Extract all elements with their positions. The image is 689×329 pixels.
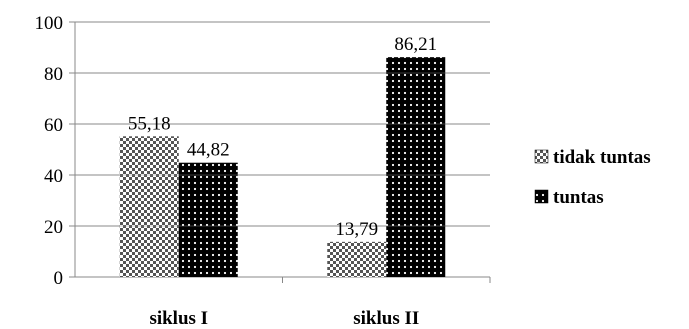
legend: tidak tuntas tuntas [534,147,651,208]
bar-checker-0 [119,136,179,277]
y-tick-label-20: 20 [44,217,63,238]
legend-swatch-checker [534,149,549,164]
legend-label-1: tuntas [553,187,604,208]
y-tick-label-60: 60 [44,115,63,136]
data-label-0-0: 55,18 [128,113,171,134]
bar-dots-1 [386,57,446,277]
y-tick-label-80: 80 [44,64,63,85]
label-layer: 0 20 40 60 80 100 siklus I 55,18 44,82 siklus II 1… [35,13,438,329]
x-category-label-1: siklus II [353,308,419,329]
data-label-1-0: 44,82 [187,140,230,161]
legend-swatch-dots [534,189,549,204]
bar-checker-1 [327,241,387,277]
x-category-label-0: siklus I [149,308,208,329]
y-tick-label-0: 0 [54,268,64,289]
y-tick-label-40: 40 [44,166,63,187]
bar-dots-0 [178,162,238,277]
data-label-1-1: 86,21 [394,34,437,55]
bar-layer [75,21,490,277]
legend-label-0: tidak tuntas [553,147,651,168]
data-label-0-1: 13,79 [335,219,378,240]
y-tick-label-100: 100 [35,13,64,34]
